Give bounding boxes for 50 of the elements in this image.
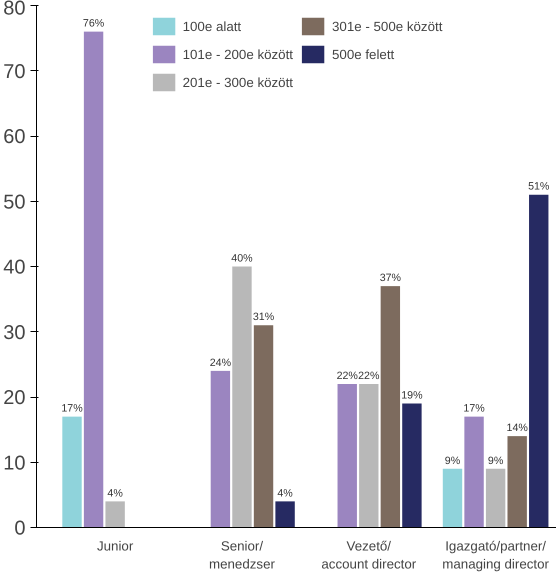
bar (84, 32, 104, 528)
y-tick-label: 40 (3, 256, 26, 278)
y-tick-label: 30 (3, 322, 26, 344)
data-label: 4% (107, 487, 124, 500)
data-label: 37% (380, 272, 402, 284)
y-tick-label: 0 (14, 518, 26, 540)
bar (486, 468, 506, 528)
data-label: 76% (82, 18, 105, 30)
bar (442, 468, 462, 528)
data-label: 31% (252, 311, 275, 324)
legend-label: 301e - 500e között (332, 18, 442, 34)
bar (210, 370, 230, 528)
x-tick-label: Junior (96, 538, 134, 554)
y-tick-label: 50 (3, 191, 26, 214)
bar (62, 416, 82, 528)
bar (507, 436, 527, 528)
bar (275, 501, 295, 528)
legend-label: 201e - 300e között (182, 74, 293, 90)
data-label: 22% (336, 370, 358, 382)
x-tick-label: Igazgató/partner/ managing director (442, 538, 550, 572)
data-label: 17% (61, 402, 84, 415)
legend-label: 100e alatt (182, 18, 242, 34)
bar (232, 266, 252, 528)
data-label: 24% (210, 356, 232, 369)
data-label: 14% (506, 422, 528, 434)
data-label: 4% (277, 487, 294, 500)
data-label: 19% (401, 390, 424, 402)
bar (380, 286, 400, 528)
bar (464, 416, 484, 528)
bar (359, 384, 378, 528)
x-tick-label: Senior/ menedzser (209, 538, 276, 572)
y-tick-label: 60 (3, 126, 26, 148)
bar (105, 501, 125, 528)
x-tick-label: Vezető/ account director (321, 538, 417, 572)
data-label: 51% (528, 180, 550, 193)
bar (254, 325, 274, 528)
data-label: 9% (488, 454, 504, 467)
bar (338, 384, 357, 528)
legend-label: 101e - 200e között (182, 46, 293, 62)
data-label: 22% (358, 370, 380, 382)
bar (529, 194, 548, 528)
data-label: 9% (444, 454, 461, 467)
y-tick-label: 10 (3, 452, 26, 474)
data-label: 17% (463, 402, 486, 415)
legend-label: 500e felett (332, 46, 394, 62)
bar (402, 404, 422, 528)
data-label: 40% (231, 252, 254, 264)
y-tick-label: 80 (3, 0, 26, 20)
y-tick-label: 20 (3, 387, 26, 409)
y-tick-label: 70 (3, 60, 26, 83)
